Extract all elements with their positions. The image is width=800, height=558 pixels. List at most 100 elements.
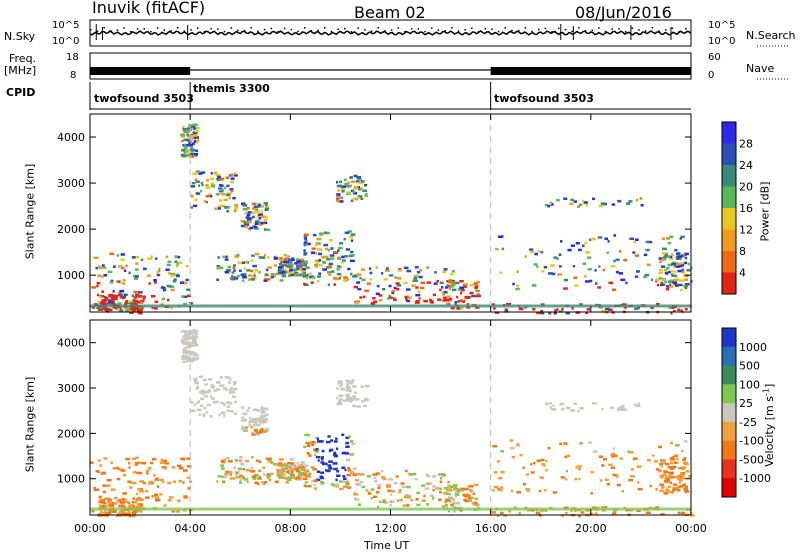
power-cell <box>133 297 137 300</box>
velocity-cell <box>220 411 226 415</box>
power-cell <box>279 279 284 282</box>
velocity-cell <box>612 509 617 513</box>
velocity-cell <box>154 496 159 499</box>
velocity-cell <box>493 471 498 474</box>
velocity-cell <box>663 492 668 495</box>
velocity-cell <box>603 458 607 461</box>
power-cell <box>170 274 175 277</box>
velocity-cell <box>663 470 669 474</box>
power-cell <box>132 274 135 278</box>
power-cell <box>234 255 239 258</box>
velocity-cell <box>101 471 106 475</box>
power-cell <box>341 188 346 191</box>
power-cell <box>336 181 339 184</box>
power-cell <box>626 202 631 205</box>
velocity-cell <box>684 487 688 490</box>
power-cell <box>506 302 511 306</box>
velocity-cell <box>231 395 236 398</box>
power-cell <box>230 180 234 184</box>
power-cell <box>134 275 139 278</box>
power-cell <box>251 211 256 215</box>
power-cell <box>194 178 198 182</box>
velocity-cell <box>103 457 108 460</box>
velocity-cell <box>297 465 300 468</box>
velocity-cell <box>670 461 673 465</box>
power-cell <box>188 142 191 145</box>
power-cell <box>353 192 357 195</box>
power-colorbar-cell <box>722 143 736 166</box>
velocity-cell <box>313 483 316 487</box>
power-cell <box>678 255 683 258</box>
velocity-cell <box>685 490 690 493</box>
velocity-cell <box>545 402 549 405</box>
power-cell <box>106 308 111 311</box>
power-cell <box>393 286 397 290</box>
velocity-cell <box>315 455 320 459</box>
nsearch-point <box>156 27 159 29</box>
velocity-cell <box>239 481 243 484</box>
power-cell <box>189 153 194 156</box>
velocity-cell <box>381 500 387 503</box>
power-cell <box>190 155 195 158</box>
velocity-cell <box>263 421 267 424</box>
power-cell <box>193 132 196 136</box>
power-cell <box>131 256 136 259</box>
power-cell <box>119 289 125 293</box>
power-cell <box>91 286 96 289</box>
nave-tick-bottom: 0 <box>708 70 715 81</box>
power-cell <box>200 171 206 174</box>
nsearch-point <box>110 30 112 32</box>
velocity-cell <box>241 428 246 431</box>
velocity-cell <box>91 510 95 513</box>
power-cell <box>176 263 179 266</box>
velocity-cell <box>345 395 350 398</box>
velocity-cell <box>408 473 411 476</box>
power-cell <box>303 253 307 256</box>
velocity-cell <box>194 380 198 383</box>
power-cell <box>181 154 186 158</box>
velocity-cell <box>497 476 503 480</box>
power-cell <box>659 283 664 287</box>
velocity-cell <box>250 467 254 470</box>
velocity-cell <box>195 357 200 360</box>
nsearch-point <box>431 27 433 29</box>
velocity-cell <box>415 498 419 501</box>
power-cell <box>112 290 115 293</box>
power-cell <box>250 259 254 262</box>
velocity-colorbar-tick: 100 <box>739 378 760 391</box>
power-cell <box>659 260 662 264</box>
power-cell <box>563 278 568 282</box>
power-cell <box>476 280 480 284</box>
velocity-cell <box>266 475 271 478</box>
velocity-cell <box>564 477 568 481</box>
power-cell <box>206 194 209 198</box>
velocity-cell <box>377 484 382 487</box>
velocity-cell <box>119 511 123 514</box>
velocity-cell <box>447 487 452 491</box>
velocity-cell <box>191 331 195 335</box>
power-cell <box>666 252 669 256</box>
power-cell <box>575 242 580 245</box>
velocity-cell <box>353 391 357 394</box>
velocity-cell <box>97 459 101 462</box>
nsearch-point <box>504 27 506 29</box>
power-cell <box>674 248 678 252</box>
velocity-cell <box>360 385 364 388</box>
power-cell <box>460 299 463 302</box>
velocity-cell <box>464 499 469 503</box>
nsearch-point <box>417 28 420 30</box>
velocity-cell <box>347 389 352 393</box>
power-cell <box>129 311 134 314</box>
velocity-cell <box>270 461 274 464</box>
power-cell <box>109 281 114 284</box>
power-cell <box>273 264 277 267</box>
power-cell <box>109 308 113 312</box>
power-cell <box>350 239 354 242</box>
velocity-cell <box>313 448 316 451</box>
power-cell <box>156 273 161 277</box>
power-cell <box>540 250 544 254</box>
velocity-cell <box>151 495 154 498</box>
power-cell <box>349 259 355 263</box>
velocity-cell <box>212 401 217 404</box>
nsearch-point <box>357 27 359 29</box>
